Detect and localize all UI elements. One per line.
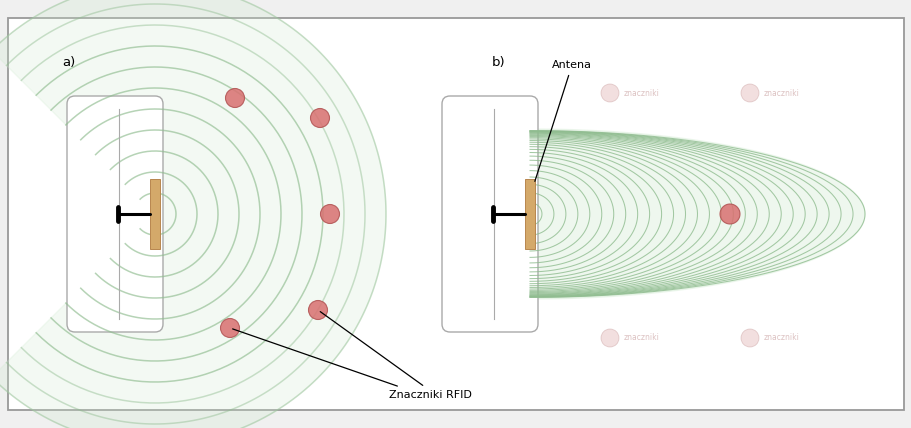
Circle shape <box>600 84 619 102</box>
Circle shape <box>310 109 329 128</box>
Text: znaczniki: znaczniki <box>623 333 660 342</box>
Text: znaczniki: znaczniki <box>623 89 660 98</box>
Text: a): a) <box>62 56 76 69</box>
Bar <box>149 179 159 249</box>
FancyBboxPatch shape <box>442 96 537 332</box>
Circle shape <box>719 204 739 224</box>
Text: znaczniki: znaczniki <box>763 89 799 98</box>
Bar <box>525 179 535 249</box>
Circle shape <box>740 329 758 347</box>
Text: Antena: Antena <box>534 60 591 181</box>
Polygon shape <box>0 0 385 428</box>
Circle shape <box>220 318 240 338</box>
Circle shape <box>225 89 244 107</box>
Text: Znaczniki RFID: Znaczniki RFID <box>388 390 471 400</box>
FancyBboxPatch shape <box>8 18 903 410</box>
Polygon shape <box>529 129 864 299</box>
Text: znaczniki: znaczniki <box>763 333 799 342</box>
Text: b): b) <box>491 56 505 69</box>
Circle shape <box>600 329 619 347</box>
Circle shape <box>740 84 758 102</box>
Circle shape <box>308 300 327 319</box>
Circle shape <box>320 205 339 223</box>
FancyBboxPatch shape <box>67 96 163 332</box>
